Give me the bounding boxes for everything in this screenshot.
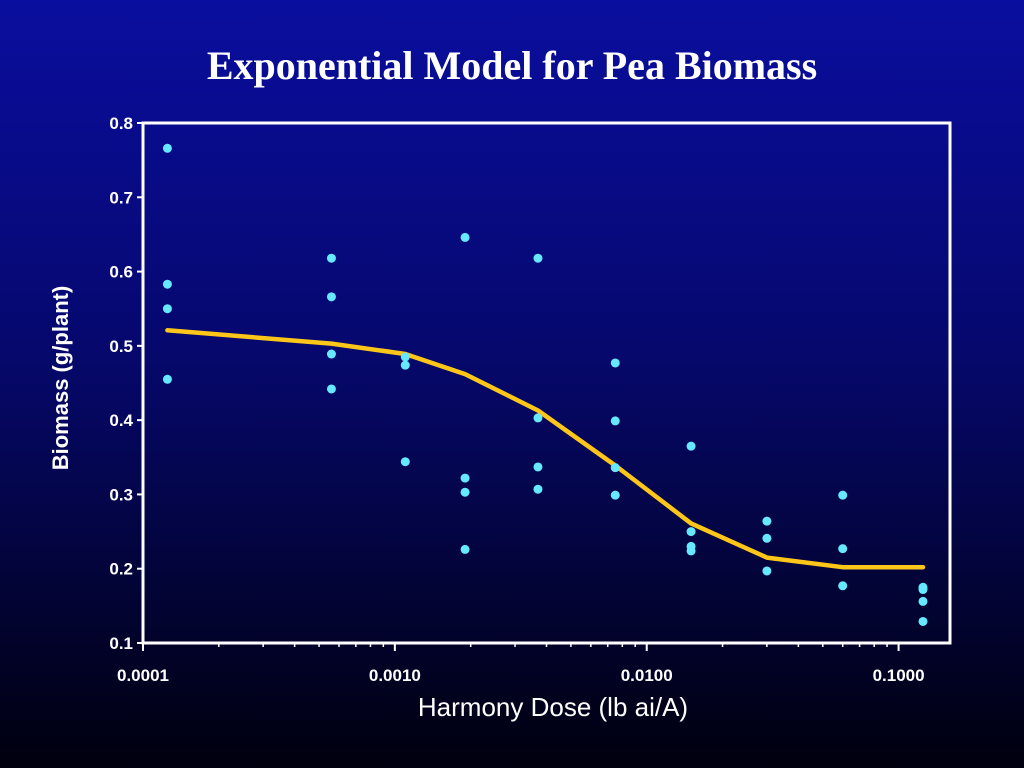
data-point — [533, 484, 543, 494]
y-axis-label: Biomass (g/plant) — [48, 286, 73, 471]
data-point — [838, 544, 848, 554]
data-point — [762, 566, 772, 576]
data-point — [610, 358, 620, 368]
data-point — [838, 581, 848, 591]
chart-title: Exponential Model for Pea Biomass — [206, 43, 818, 88]
data-point — [686, 546, 696, 556]
data-point — [326, 349, 336, 359]
data-points-layer — [162, 143, 928, 626]
x-tick-label: 0.1000 — [873, 666, 925, 685]
x-tick-label: 0.0100 — [621, 666, 673, 685]
data-point — [838, 490, 848, 500]
data-point — [686, 441, 696, 451]
x-tick-label: 0.0010 — [369, 666, 421, 685]
y-tick-label: 0.3 — [109, 485, 133, 504]
tick-group — [137, 122, 900, 651]
fitted-curve — [165, 328, 926, 570]
data-point — [400, 457, 410, 467]
data-point — [533, 413, 543, 423]
data-point — [610, 490, 620, 500]
data-point — [918, 616, 928, 626]
data-point — [533, 253, 543, 263]
x-axis-label: Harmony Dose (lb ai/A) — [418, 692, 688, 722]
data-point — [918, 585, 928, 595]
y-tick-label: 0.6 — [109, 263, 133, 282]
y-tick-label: 0.8 — [109, 114, 133, 133]
y-tick-label: 0.2 — [109, 560, 133, 579]
data-point — [162, 304, 172, 314]
fit-line-layer — [165, 328, 926, 570]
data-point — [460, 232, 470, 242]
data-point — [610, 463, 620, 473]
y-tick-label: 0.7 — [109, 188, 133, 207]
y-tick-label: 0.1 — [109, 634, 133, 653]
data-point — [610, 416, 620, 426]
data-point — [162, 143, 172, 153]
data-point — [162, 279, 172, 289]
x-tick-label: 0.0001 — [117, 666, 169, 685]
data-point — [326, 384, 336, 394]
y-tick-label: 0.4 — [109, 411, 133, 430]
data-point — [460, 544, 470, 554]
data-point — [686, 527, 696, 537]
data-point — [460, 473, 470, 483]
data-point — [400, 352, 410, 362]
data-point — [400, 360, 410, 370]
data-point — [162, 374, 172, 384]
data-point — [762, 516, 772, 526]
data-point — [918, 596, 928, 606]
tick-label-group: 0.1 0.2 0.3 0.4 0.5 0.6 0.7 0.8 0.0001 0.0010 0.01… — [109, 114, 924, 685]
data-point — [326, 292, 336, 302]
data-point — [326, 253, 336, 263]
data-point — [762, 533, 772, 543]
data-point — [533, 462, 543, 472]
y-tick-label: 0.5 — [109, 337, 133, 356]
data-point — [460, 487, 470, 497]
